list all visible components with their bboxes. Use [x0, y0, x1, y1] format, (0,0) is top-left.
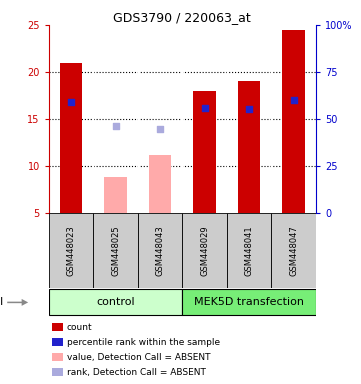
Bar — [271, 213, 316, 288]
Bar — [49, 213, 93, 288]
Bar — [104, 177, 127, 213]
Bar — [182, 290, 316, 315]
Text: control: control — [96, 297, 135, 308]
Point — [113, 122, 118, 129]
Text: GSM448029: GSM448029 — [200, 225, 209, 276]
Bar — [193, 91, 216, 213]
Bar — [149, 155, 171, 213]
Text: count: count — [67, 323, 92, 332]
Bar — [238, 81, 260, 213]
Text: GSM448025: GSM448025 — [111, 225, 120, 276]
Title: GDS3790 / 220063_at: GDS3790 / 220063_at — [113, 11, 251, 24]
Point — [291, 97, 296, 103]
Text: MEK5D transfection: MEK5D transfection — [194, 297, 304, 308]
Point — [246, 106, 252, 112]
Bar — [138, 213, 182, 288]
Text: GSM448041: GSM448041 — [245, 225, 253, 276]
Text: GSM448047: GSM448047 — [289, 225, 298, 276]
Point — [157, 126, 163, 132]
Point — [68, 99, 74, 105]
Bar — [93, 213, 138, 288]
Text: value, Detection Call = ABSENT: value, Detection Call = ABSENT — [67, 353, 210, 362]
Text: GSM448043: GSM448043 — [156, 225, 165, 276]
Text: percentile rank within the sample: percentile rank within the sample — [67, 338, 220, 347]
Point — [202, 105, 208, 111]
Text: protocol: protocol — [0, 297, 4, 308]
Bar — [182, 213, 227, 288]
Bar — [227, 213, 271, 288]
Bar — [282, 30, 305, 213]
Bar — [49, 290, 182, 315]
Text: GSM448023: GSM448023 — [66, 225, 75, 276]
Bar — [60, 63, 82, 213]
Text: rank, Detection Call = ABSENT: rank, Detection Call = ABSENT — [67, 367, 206, 377]
